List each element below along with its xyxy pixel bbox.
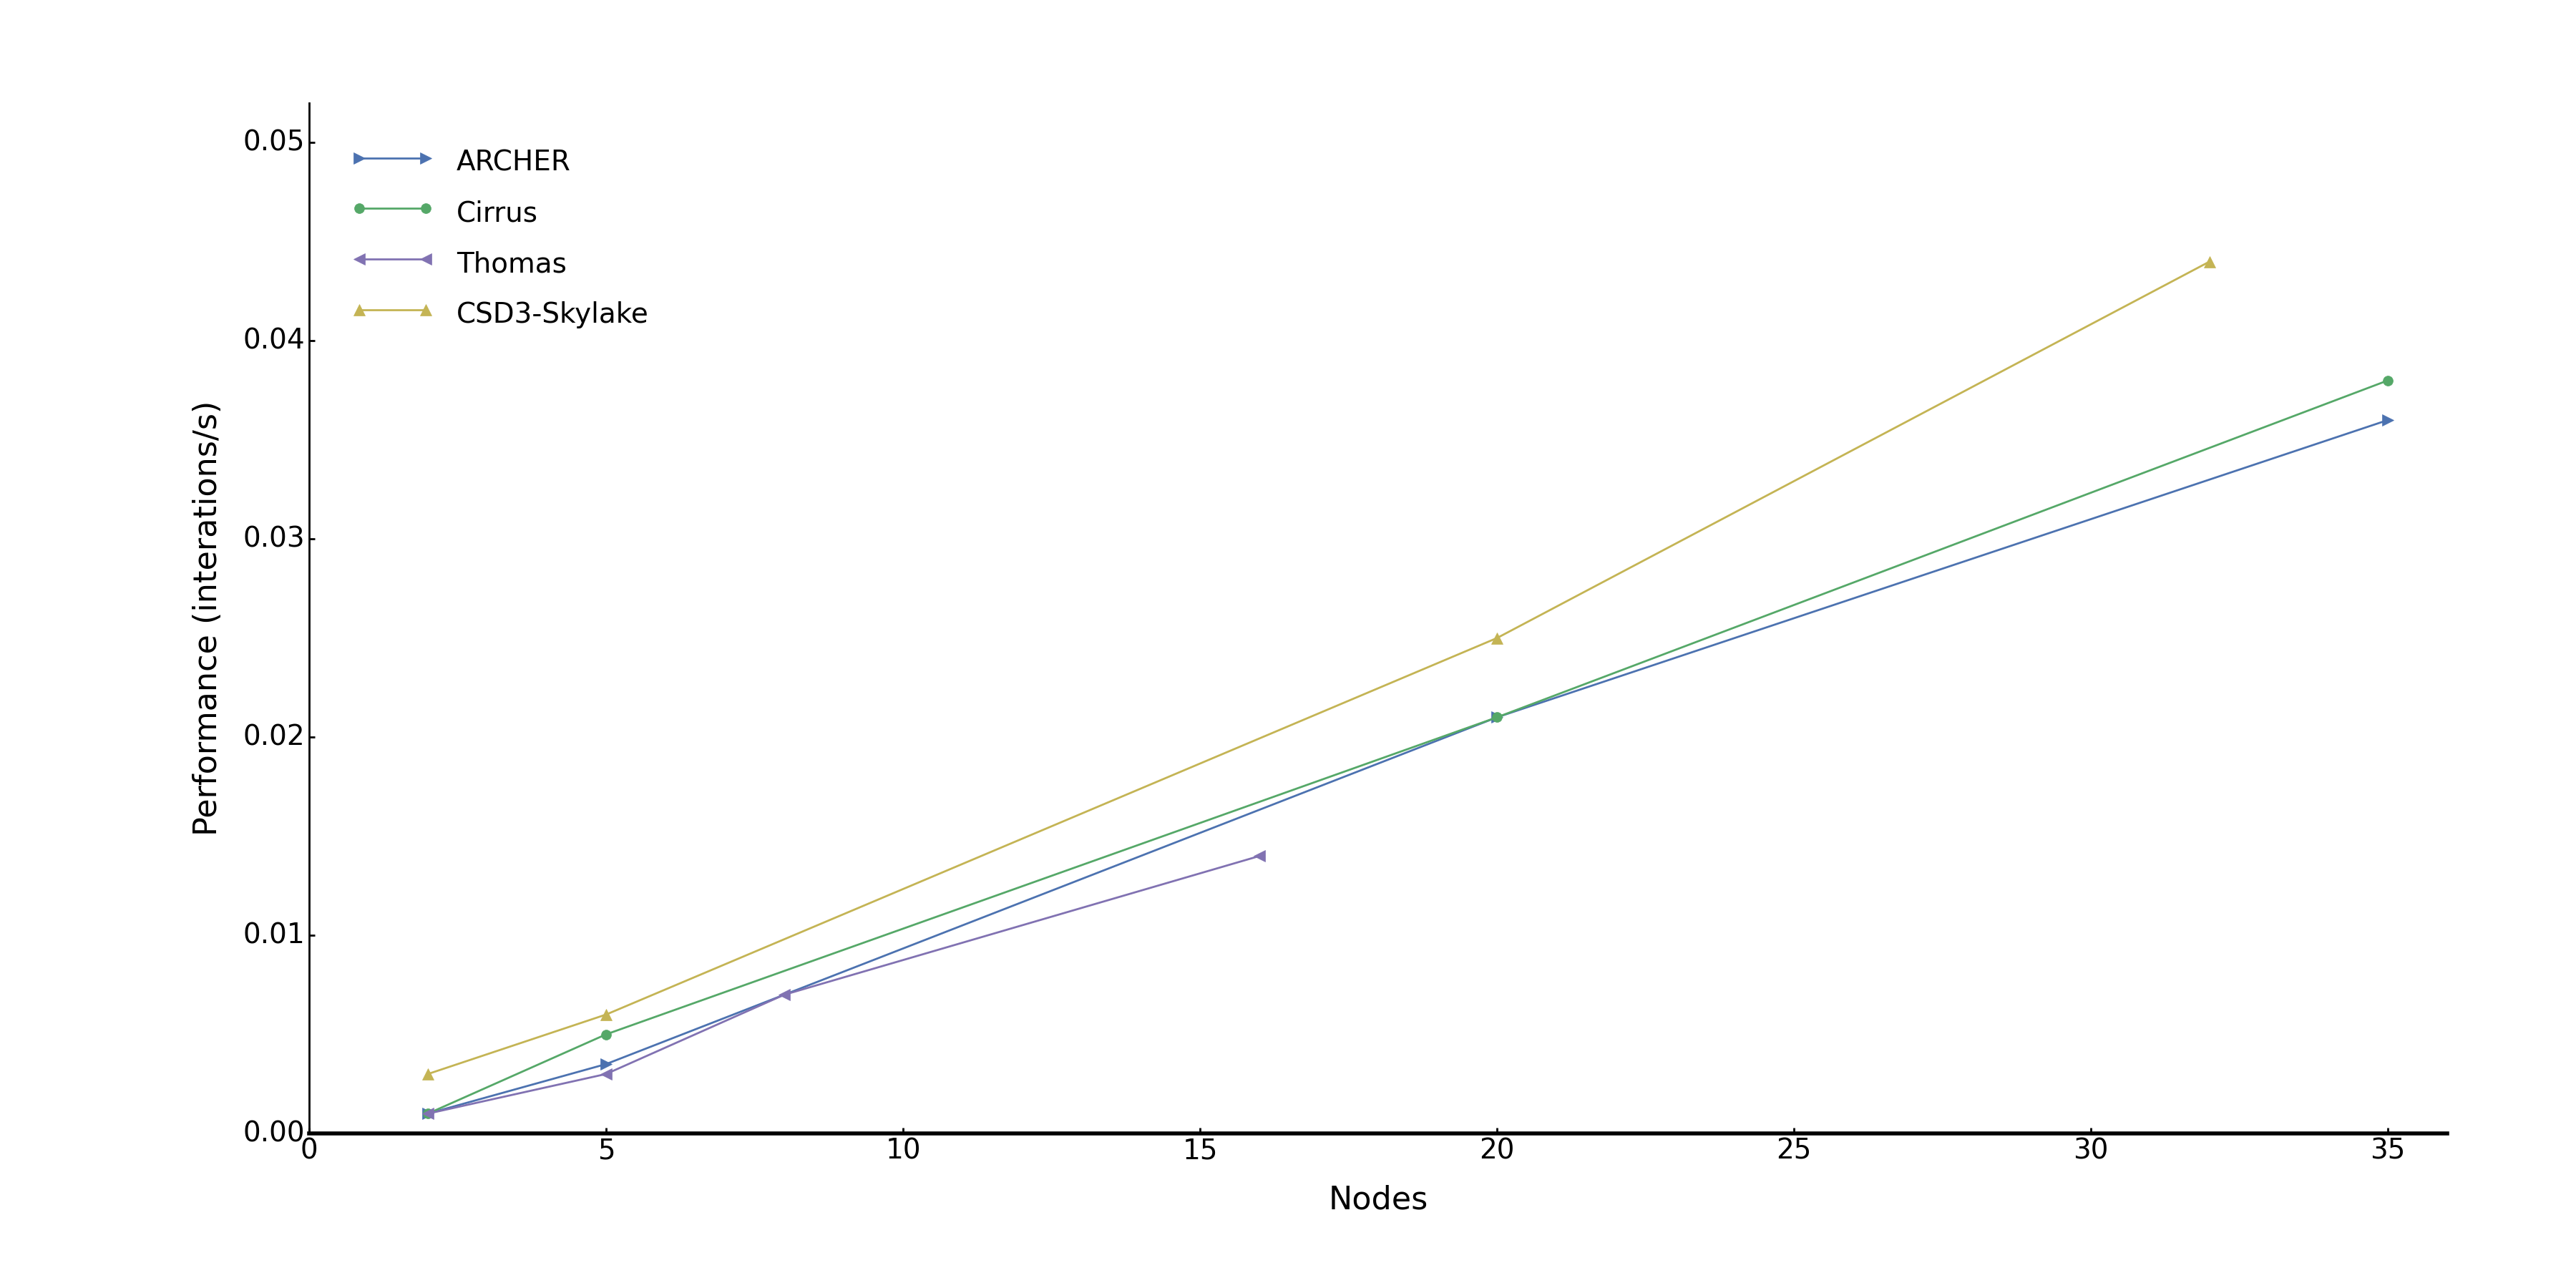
Legend: ARCHER, Cirrus, Thomas, CSD3-Skylake: ARCHER, Cirrus, Thomas, CSD3-Skylake xyxy=(322,117,677,358)
Cirrus xyxy=(1481,710,1512,725)
ARCHER xyxy=(1481,710,1512,725)
Cirrus xyxy=(590,1027,621,1042)
ARCHER xyxy=(590,1056,621,1072)
Cirrus xyxy=(2372,372,2403,388)
Line: Thomas: Thomas xyxy=(422,850,1265,1119)
Line: Cirrus: Cirrus xyxy=(422,376,2393,1118)
Line: CSD3-Skylake: CSD3-Skylake xyxy=(422,255,2215,1079)
Thomas xyxy=(1244,849,1275,864)
CSD3-Skylake xyxy=(590,1007,621,1023)
Y-axis label: Performance (interations/s): Performance (interations/s) xyxy=(193,401,224,836)
CSD3-Skylake xyxy=(2195,254,2226,269)
Line: ARCHER: ARCHER xyxy=(422,415,2393,1119)
ARCHER xyxy=(412,1106,443,1122)
X-axis label: Nodes: Nodes xyxy=(1329,1185,1427,1216)
Cirrus xyxy=(412,1106,443,1122)
Thomas xyxy=(412,1106,443,1122)
Thomas xyxy=(590,1066,621,1082)
Thomas xyxy=(768,987,799,1002)
ARCHER xyxy=(2372,412,2403,428)
CSD3-Skylake xyxy=(412,1066,443,1082)
CSD3-Skylake xyxy=(1481,630,1512,645)
